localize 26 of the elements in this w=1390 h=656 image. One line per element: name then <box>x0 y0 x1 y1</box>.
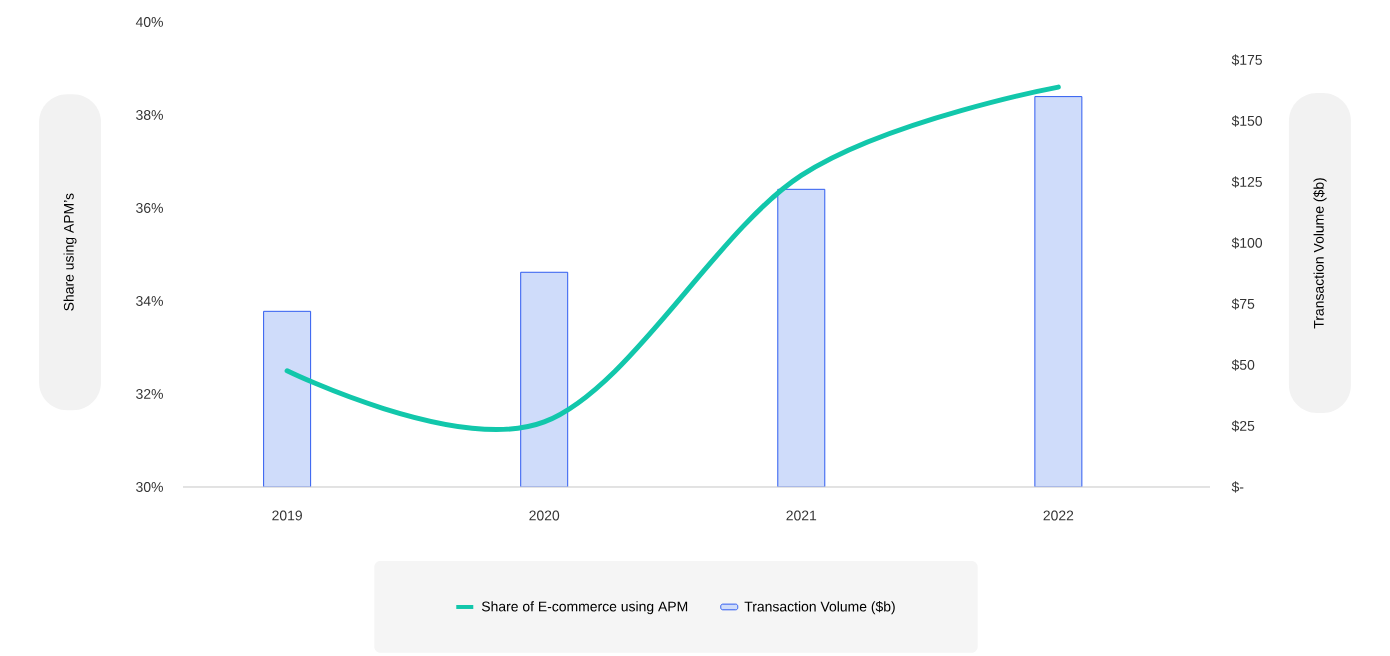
x-tick-label: 2019 <box>272 510 302 521</box>
bar <box>520 271 569 487</box>
x-tick-label: 2020 <box>529 510 560 521</box>
y-axis-title: Share using APM’s <box>63 193 77 311</box>
x-tick-label: 2022 <box>1043 510 1074 521</box>
y-tick-label: 40% <box>135 17 163 27</box>
y-tick-label: 38% <box>136 110 163 120</box>
bar <box>777 188 826 487</box>
y-tick-label: 34% <box>136 296 163 306</box>
y-tick-label: 36% <box>136 203 163 213</box>
y-tick-label: 32% <box>136 389 163 399</box>
y2-axis-title: Transaction Volume ($b) <box>1313 178 1327 329</box>
y2-tick-label: $175 <box>1231 54 1262 66</box>
y2-tick-label: $150 <box>1231 115 1263 127</box>
legend-label: Transaction Volume ($b) <box>744 601 895 615</box>
y2-tick-label: $100 <box>1231 237 1263 249</box>
y2-tick-label: $- <box>1231 481 1244 493</box>
y2-tick-label: $75 <box>1231 298 1255 310</box>
y2-tick-label: $25 <box>1231 420 1255 432</box>
x-tick-label: 2021 <box>786 510 817 521</box>
bar <box>263 310 312 487</box>
y2-tick-label: $50 <box>1231 359 1255 371</box>
bar <box>1034 96 1083 487</box>
y2-tick-label: $125 <box>1231 176 1262 188</box>
legend-label: Share of E-commerce using APM <box>481 601 688 615</box>
y-tick-label: 30% <box>136 482 163 492</box>
